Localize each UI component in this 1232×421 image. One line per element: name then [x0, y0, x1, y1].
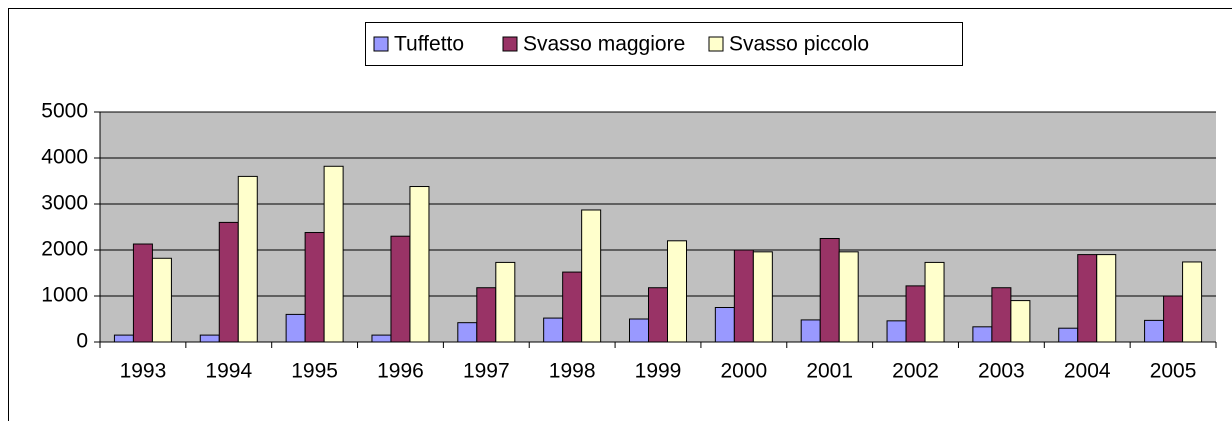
bar	[991, 287, 1012, 343]
x-tick-label: 2000	[720, 360, 767, 383]
x-tick-label: 2002	[892, 360, 939, 383]
bar	[905, 285, 926, 343]
legend-swatch	[708, 36, 724, 52]
x-tick-label: 1995	[291, 360, 338, 383]
bar	[1058, 327, 1079, 343]
bar	[667, 240, 687, 343]
x-tick-label: 1994	[205, 360, 252, 383]
bar	[323, 165, 344, 343]
legend-label: Svasso maggiore	[523, 33, 685, 56]
legend-label: Tuffetto	[394, 33, 464, 56]
bar	[819, 238, 840, 343]
bar	[237, 175, 258, 343]
bar	[1144, 319, 1165, 343]
bar	[371, 334, 392, 343]
x-tick-label: 1996	[377, 360, 424, 383]
bar	[972, 326, 993, 343]
bar	[800, 319, 821, 343]
legend-box	[365, 22, 963, 66]
bar	[113, 334, 134, 343]
bar	[1182, 261, 1203, 343]
x-tick-label: 2004	[1064, 360, 1111, 383]
bar	[1077, 254, 1098, 343]
bar	[1010, 300, 1031, 343]
bar	[543, 317, 564, 343]
bar	[132, 243, 153, 343]
legend-swatch	[373, 36, 389, 52]
bar	[457, 322, 478, 343]
bar	[648, 287, 668, 343]
x-tick-label: 1993	[120, 360, 167, 383]
bar	[752, 251, 773, 343]
x-tick-label: 1997	[463, 360, 510, 383]
x-tick-label: 2003	[978, 360, 1025, 383]
y-tick-label: 1000	[41, 284, 88, 307]
bar	[476, 287, 497, 343]
y-tick-label: 0	[76, 330, 88, 353]
y-tick-label: 2000	[41, 238, 88, 261]
y-tick-label: 4000	[41, 146, 88, 169]
bar	[733, 249, 754, 343]
bar	[390, 235, 411, 343]
bar	[409, 186, 430, 343]
bar	[714, 307, 735, 343]
legend-swatch	[502, 36, 518, 52]
x-tick-label: 1999	[635, 360, 682, 383]
y-tick-label: 3000	[41, 192, 88, 215]
bar	[285, 313, 306, 343]
bar	[1096, 254, 1117, 343]
bar	[151, 257, 172, 343]
y-tick-label: 5000	[41, 100, 88, 123]
bar	[581, 209, 602, 343]
bar	[924, 261, 945, 343]
x-tick-label: 2005	[1150, 360, 1197, 383]
bar	[562, 271, 583, 343]
bar	[886, 320, 907, 343]
bar	[218, 221, 239, 343]
bar	[495, 261, 516, 343]
bar	[304, 232, 325, 343]
bar	[629, 318, 649, 343]
bar	[1163, 295, 1184, 343]
legend-label: Svasso piccolo	[729, 33, 869, 56]
bar	[838, 251, 859, 343]
bar	[199, 334, 220, 343]
x-tick-label: 2001	[806, 360, 853, 383]
x-tick-label: 1998	[549, 360, 596, 383]
